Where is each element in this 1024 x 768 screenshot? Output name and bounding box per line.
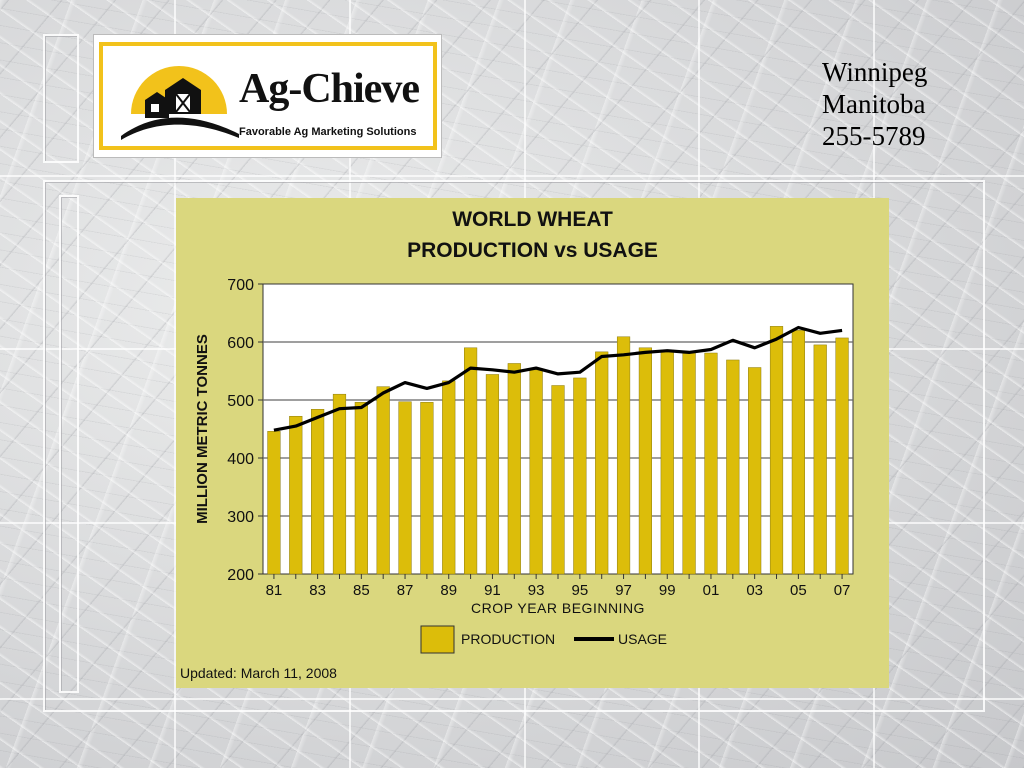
- series-line-usage: [273, 325, 843, 432]
- x-tick-label: 81: [266, 582, 283, 599]
- x-tick-label: 05: [790, 582, 807, 599]
- bar-production: [267, 431, 281, 575]
- y-tick-label: 600: [227, 335, 254, 352]
- bar-production: [507, 363, 521, 575]
- contact-phone: 255-5789: [822, 121, 926, 151]
- bar-production: [420, 402, 434, 575]
- x-tick-label: 85: [353, 582, 370, 599]
- x-tick-label: 95: [572, 582, 589, 599]
- bar-production: [813, 344, 827, 575]
- x-tick-label: 89: [440, 582, 457, 599]
- contact-city: Winnipeg: [822, 57, 928, 87]
- legend-usage-label: USAGE: [618, 631, 667, 647]
- background-grid-line: [174, 0, 176, 768]
- logo-border: Ag-Chieve Favorable Ag Marketing Solutio…: [99, 42, 437, 150]
- bar-production: [289, 415, 303, 575]
- bar-production: [638, 347, 652, 575]
- bar-production: [769, 326, 784, 575]
- updated-note: Updated: March 11, 2008: [180, 665, 337, 681]
- x-tick-label: 87: [397, 582, 414, 599]
- bar-production: [332, 393, 347, 575]
- chart-panel: WORLD WHEAT PRODUCTION vs USAGE 200 300 40…: [176, 198, 889, 688]
- bar-production: [573, 377, 587, 575]
- legend: PRODUCTION USAGE: [420, 625, 667, 654]
- brand-tagline: Favorable Ag Marketing Solutions: [239, 126, 417, 138]
- decorative-frame-top: [43, 34, 79, 163]
- x-tick-label: 93: [528, 582, 545, 599]
- bar-production: [551, 385, 565, 575]
- x-tick-label: 07: [834, 582, 851, 599]
- x-tick-label: 91: [484, 582, 501, 599]
- x-axis-label: CROP YEAR BEGINNING: [471, 600, 645, 616]
- bar-production: [485, 374, 500, 575]
- legend-production-swatch: [420, 625, 455, 654]
- bar-production: [311, 409, 325, 575]
- x-tick-label: 97: [615, 582, 632, 599]
- y-tick-label: 400: [227, 451, 254, 468]
- bar-production: [398, 401, 412, 575]
- chart-title-line2: PRODUCTION vs USAGE: [407, 239, 658, 262]
- bar-production: [726, 359, 740, 575]
- y-axis-label: MILLION METRIC TONNES: [194, 334, 211, 524]
- bar-production: [442, 380, 456, 575]
- x-tick-label: 83: [309, 582, 326, 599]
- decorative-frame-left: [59, 195, 79, 693]
- legend-production-label: PRODUCTION: [461, 631, 555, 647]
- background-grid-line: [0, 175, 1024, 177]
- y-tick-label: 300: [227, 509, 254, 526]
- x-tick-label: 99: [659, 582, 676, 599]
- bar-production: [704, 352, 718, 575]
- y-tick-label: 700: [227, 277, 254, 294]
- background-grid-line: [0, 698, 1024, 700]
- bar-production: [595, 351, 609, 575]
- bar-production: [354, 402, 368, 575]
- contact-info: Winnipeg Manitoba 255-5789: [822, 56, 927, 152]
- y-tick-label: 500: [227, 393, 254, 410]
- bar-production: [835, 337, 849, 575]
- bar-production: [660, 349, 674, 575]
- x-tick-label: 01: [703, 582, 720, 599]
- brand-name: Ag-Chieve: [239, 66, 420, 112]
- bar-production: [529, 369, 543, 575]
- bar-production: [791, 330, 805, 575]
- x-tick-label: 03: [746, 582, 763, 599]
- barn-sun-icon: [121, 66, 239, 140]
- bar-production: [464, 347, 478, 575]
- bar-production: [376, 386, 390, 575]
- bar-production: [616, 336, 631, 575]
- logo: Ag-Chieve Favorable Ag Marketing Solutio…: [93, 34, 442, 158]
- decorative-frame-main: [43, 180, 985, 712]
- chart-title-line1: WORLD WHEAT: [452, 208, 613, 231]
- contact-province: Manitoba: [822, 89, 926, 119]
- bar-production: [682, 351, 696, 575]
- bar-production: [748, 367, 762, 575]
- y-tick-label: 200: [227, 567, 254, 584]
- wheat-chart: 200 300 400 500 600 700 81 83 85 87 89 91 93 95 97 99 01…: [194, 277, 854, 654]
